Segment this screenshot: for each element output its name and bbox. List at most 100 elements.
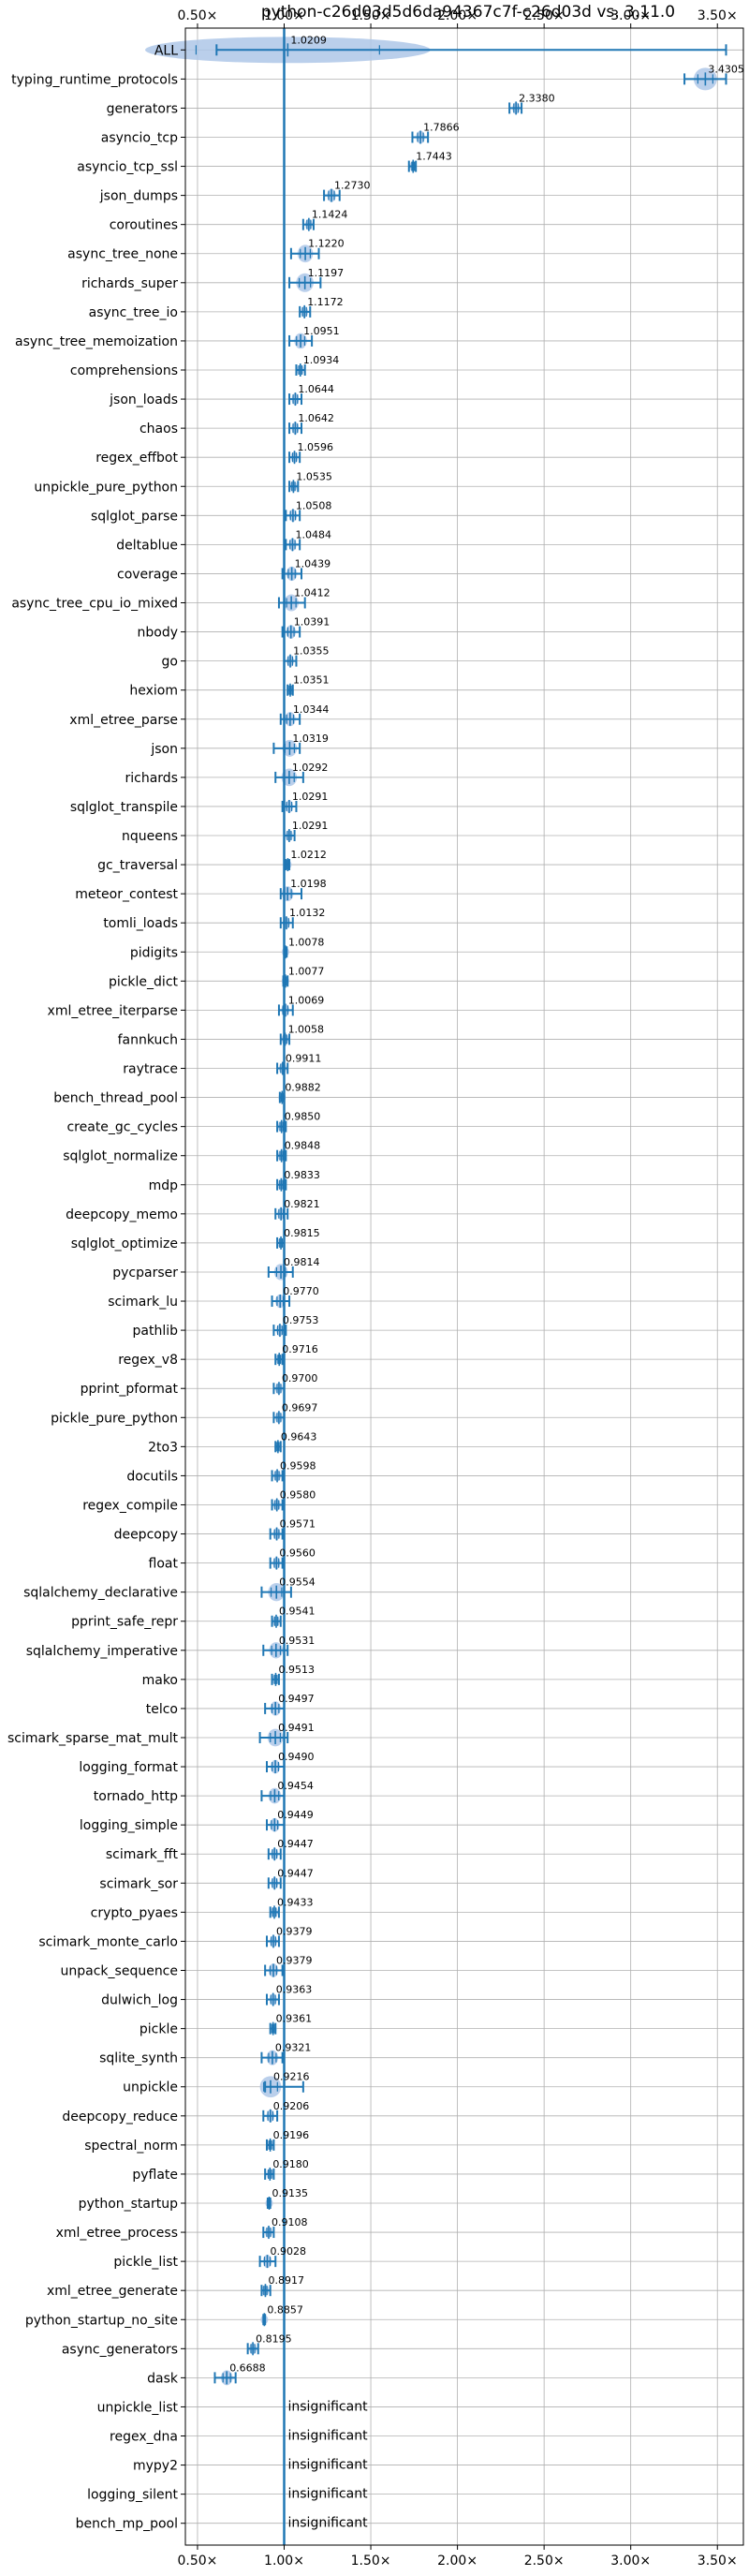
category-label: go <box>162 655 178 670</box>
value-label: 0.9379 <box>276 1954 313 1966</box>
value-label: 0.9571 <box>280 1518 316 1531</box>
value-label: 1.1197 <box>308 267 345 279</box>
category-label: xml_etree_parse <box>69 713 178 728</box>
value-label: 0.9911 <box>286 1053 322 1065</box>
x-tick-label-bottom: 0.50× <box>178 2554 218 2569</box>
category-label: logging_format <box>79 1760 178 1775</box>
category-label: pyflate <box>132 2168 178 2183</box>
value-label: 1.0078 <box>288 936 325 948</box>
category-label: pickle_list <box>113 2255 178 2270</box>
category-label: async_generators <box>62 2342 178 2357</box>
value-label: 1.0198 <box>290 878 327 890</box>
x-tick-label-bottom: 2.50× <box>524 2554 565 2569</box>
value-label: 1.2730 <box>334 180 371 192</box>
value-label: 0.9531 <box>279 1635 316 1647</box>
value-label: 0.9196 <box>273 2129 310 2141</box>
value-label: 1.0642 <box>298 412 334 424</box>
category-label: dulwich_log <box>101 1993 178 2008</box>
value-label: 0.9433 <box>277 1896 314 1908</box>
value-label: 0.9447 <box>277 1838 314 1850</box>
value-label: 3.4305 <box>708 63 744 75</box>
value-label: 1.0292 <box>292 762 329 774</box>
category-label: nqueens <box>122 829 178 844</box>
category-label: chaos <box>140 422 178 437</box>
category-label: typing_runtime_protocols <box>11 72 178 87</box>
value-label: 1.0344 <box>293 703 330 716</box>
value-label: 0.9580 <box>280 1488 316 1501</box>
category-label: comprehensions <box>70 363 178 378</box>
value-label: 0.9108 <box>272 2216 308 2228</box>
value-label: 1.0439 <box>295 557 331 570</box>
value-label: 0.9882 <box>285 1082 321 1094</box>
value-label: 0.9716 <box>282 1343 318 1355</box>
category-label: unpack_sequence <box>61 1963 178 1978</box>
insignificant-label: insignificant <box>288 2399 369 2414</box>
value-label: 1.0934 <box>303 354 340 366</box>
category-label: sqlalchemy_imperative <box>26 1644 178 1659</box>
value-label: 0.9560 <box>279 1547 316 1560</box>
category-label: telco <box>146 1702 178 1717</box>
value-label: 0.9643 <box>281 1430 317 1443</box>
category-label: meteor_contest <box>75 887 178 902</box>
category-label: mako <box>142 1673 178 1688</box>
category-label: pickle_dict <box>109 974 179 989</box>
category-label: sqlglot_parse <box>91 509 178 524</box>
value-label: 1.0291 <box>292 820 329 832</box>
category-label: richards_super <box>81 276 178 291</box>
value-label: 0.6688 <box>229 2361 266 2374</box>
x-tick-label-bottom: 1.50× <box>351 2554 391 2569</box>
value-label: 1.0644 <box>298 383 334 395</box>
axis-layer: 0.50× 0.50× 1.00× 1.00× 1.50× 1.50× 2.00× 2.00×… <box>178 8 744 2569</box>
value-label: 1.0508 <box>296 499 332 511</box>
category-label: deltablue <box>116 538 178 553</box>
category-label: pidigits <box>130 945 178 960</box>
value-label: 0.9490 <box>278 1751 315 1763</box>
insignificant-label: insignificant <box>288 2487 369 2502</box>
category-label: async_tree_io <box>89 305 178 320</box>
category-label: dask <box>147 2371 179 2386</box>
value-label: 1.0355 <box>293 645 330 658</box>
x-tick-label-top: 2.00× <box>437 8 477 23</box>
category-label: xml_etree_iterparse <box>48 1003 178 1018</box>
insignificant-label: insignificant <box>288 2429 369 2444</box>
value-label: 0.9753 <box>283 1314 319 1326</box>
x-tick-label-top: 1.50× <box>351 8 391 23</box>
value-label: 0.9454 <box>277 1780 314 1792</box>
value-label: 1.7866 <box>423 121 460 133</box>
x-tick-label-bottom: 3.00× <box>610 2554 651 2569</box>
category-label: logging_silent <box>87 2488 178 2503</box>
category-label: tornado_http <box>94 1789 178 1804</box>
category-label: mypy2 <box>133 2459 178 2474</box>
value-label: 0.9216 <box>273 2071 310 2083</box>
label-layer: ALL 1.0209 typing_runtime_protocols 3.4305 g… <box>7 34 744 2531</box>
value-label: 0.9379 <box>276 1925 313 1937</box>
value-label: 0.9361 <box>276 2013 313 2025</box>
category-label: scimark_sparse_mat_mult <box>7 1731 178 1746</box>
category-label: asyncio_tcp <box>101 130 178 145</box>
value-label: 1.1424 <box>312 209 348 221</box>
category-label: float <box>149 1557 179 1572</box>
value-label: 0.9814 <box>284 1256 320 1268</box>
x-tick-label-top: 3.50× <box>698 8 738 23</box>
category-label: richards <box>125 771 179 786</box>
category-label: sqlglot_normalize <box>63 1149 178 1164</box>
value-label: 1.0077 <box>288 965 325 977</box>
category-label: create_gc_cycles <box>66 1120 178 1135</box>
x-tick-label-top: 2.50× <box>524 8 565 23</box>
x-tick-label-bottom: 3.50× <box>698 2554 738 2569</box>
category-label: sqlglot_transpile <box>70 800 178 815</box>
category-label: ALL <box>154 43 178 58</box>
category-label: xml_etree_process <box>56 2226 178 2241</box>
category-label: regex_effbot <box>95 451 178 466</box>
category-label: docutils <box>126 1469 178 1484</box>
value-label: 1.0412 <box>294 587 330 600</box>
value-label: 1.0132 <box>289 907 326 919</box>
category-label: asyncio_tcp_ssl <box>77 160 178 175</box>
category-label: unpickle <box>123 2080 178 2095</box>
category-label: pickle <box>140 2022 178 2037</box>
category-label: json_dumps <box>99 189 178 204</box>
category-label: 2to3 <box>148 1440 178 1455</box>
value-label: 0.9833 <box>284 1169 320 1181</box>
value-label: 0.9821 <box>284 1198 320 1210</box>
